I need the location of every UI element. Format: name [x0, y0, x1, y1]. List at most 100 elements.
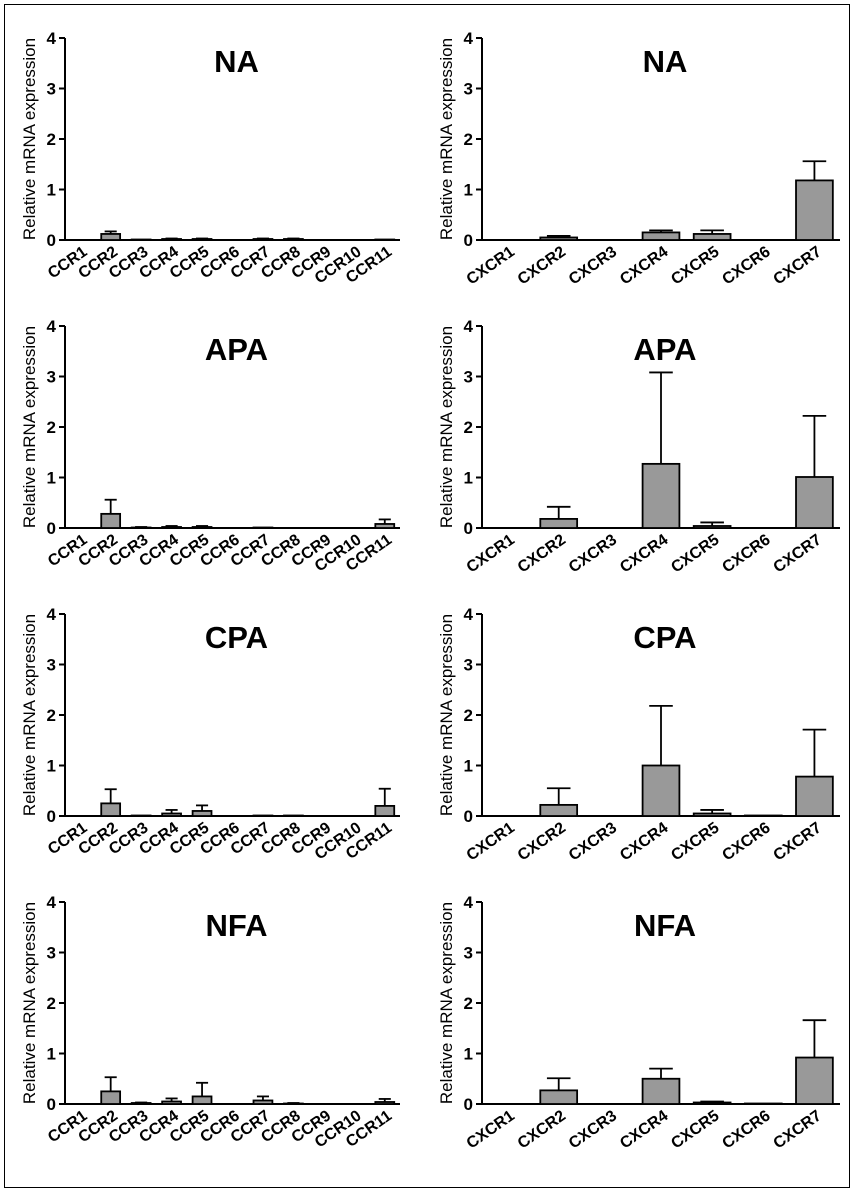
x-tick-label: CXCR4 — [617, 819, 671, 864]
bar — [191, 1095, 213, 1105]
x-tick-label: CXCR3 — [566, 531, 620, 576]
chart-title: NFA — [634, 908, 696, 943]
bar — [641, 462, 681, 529]
y-tick-label: 3 — [47, 656, 56, 675]
y-tick-label: 0 — [47, 1095, 56, 1114]
bar — [100, 512, 122, 529]
y-axis-label: Relative mRNA expression — [437, 902, 456, 1104]
y-tick-label: 4 — [47, 29, 57, 48]
bar — [191, 810, 213, 817]
bar — [539, 1089, 579, 1105]
bar — [539, 803, 579, 817]
x-tick-label: CXCR5 — [668, 819, 722, 864]
bar — [692, 1101, 732, 1105]
y-axis-label: Relative mRNA expression — [20, 902, 39, 1104]
chart-title: CPA — [205, 620, 268, 655]
bar — [100, 233, 122, 241]
figure-frame — [4, 4, 850, 1188]
y-tick-label: 4 — [47, 893, 57, 912]
x-tick-label: CXCR7 — [771, 531, 825, 576]
bar — [743, 1102, 783, 1105]
y-tick-label: 2 — [47, 418, 56, 437]
y-tick-label: 0 — [47, 519, 56, 538]
bar — [539, 518, 579, 529]
x-tick-label: CXCR6 — [719, 1107, 773, 1152]
x-tick-label: CXCR3 — [566, 1107, 620, 1152]
y-tick-label: 0 — [464, 231, 473, 250]
y-tick-label: 4 — [464, 893, 474, 912]
y-tick-label: 3 — [47, 80, 56, 99]
bar — [795, 476, 834, 529]
y-axis-label: Relative mRNA expression — [437, 614, 456, 816]
y-axis-label: Relative mRNA expression — [20, 326, 39, 528]
y-tick-label: 4 — [464, 29, 474, 48]
y-axis-label: Relative mRNA expression — [20, 614, 39, 816]
y-tick-label: 1 — [464, 1045, 473, 1064]
y-tick-label: 1 — [464, 757, 473, 776]
chart-title: CPA — [633, 620, 696, 655]
y-tick-label: 1 — [47, 757, 56, 776]
y-tick-label: 3 — [47, 368, 56, 387]
bar — [252, 526, 274, 529]
bar — [374, 805, 396, 817]
x-tick-label: CXCR2 — [515, 1107, 569, 1152]
bar — [795, 179, 834, 241]
x-tick-label: CXCR4 — [617, 243, 671, 288]
y-tick-label: 1 — [47, 469, 56, 488]
y-tick-label: 1 — [464, 469, 473, 488]
y-tick-label: 0 — [47, 231, 56, 250]
y-tick-label: 3 — [464, 944, 473, 963]
y-tick-label: 2 — [47, 130, 56, 149]
x-tick-label: CXCR1 — [464, 531, 518, 576]
y-tick-label: 3 — [464, 368, 473, 387]
y-tick-label: 2 — [47, 706, 56, 725]
y-tick-label: 2 — [464, 418, 473, 437]
y-tick-label: 3 — [464, 656, 473, 675]
x-tick-label: CXCR1 — [464, 1107, 518, 1152]
bar — [795, 1056, 834, 1105]
bar — [539, 236, 579, 241]
bar — [692, 812, 732, 817]
bar — [374, 523, 396, 529]
y-tick-label: 3 — [47, 944, 56, 963]
y-tick-label: 1 — [47, 1045, 56, 1064]
bar — [100, 802, 122, 817]
y-tick-label: 0 — [464, 519, 473, 538]
x-tick-label: CXCR2 — [515, 531, 569, 576]
bar — [130, 238, 152, 241]
chart-title: APA — [205, 332, 268, 367]
bar — [252, 814, 274, 817]
y-tick-label: 2 — [464, 130, 473, 149]
chart-title: NA — [643, 44, 688, 79]
x-tick-label: CXCR5 — [668, 1107, 722, 1152]
chart-title: NFA — [206, 908, 268, 943]
x-tick-label: CXCR1 — [464, 819, 518, 864]
x-tick-label: CXCR5 — [668, 531, 722, 576]
y-tick-label: 2 — [464, 706, 473, 725]
x-tick-label: CXCR7 — [771, 243, 825, 288]
chart-title: NA — [214, 44, 259, 79]
y-tick-label: 1 — [47, 181, 56, 200]
y-tick-label: 3 — [464, 80, 473, 99]
y-tick-label: 2 — [464, 994, 473, 1013]
y-axis-label: Relative mRNA expression — [437, 326, 456, 528]
x-tick-label: CXCR6 — [719, 531, 773, 576]
bar — [100, 1090, 122, 1105]
bar — [374, 1101, 396, 1105]
y-axis-label: Relative mRNA expression — [20, 38, 39, 240]
x-tick-label: CXCR7 — [771, 1107, 825, 1152]
bar — [191, 526, 213, 529]
y-tick-label: 0 — [464, 1095, 473, 1114]
bar — [130, 814, 152, 817]
x-tick-label: CXCR5 — [668, 243, 722, 288]
x-tick-label: CXCR6 — [719, 819, 773, 864]
bar — [374, 238, 396, 241]
chart-title: APA — [633, 332, 696, 367]
bar — [283, 814, 304, 817]
